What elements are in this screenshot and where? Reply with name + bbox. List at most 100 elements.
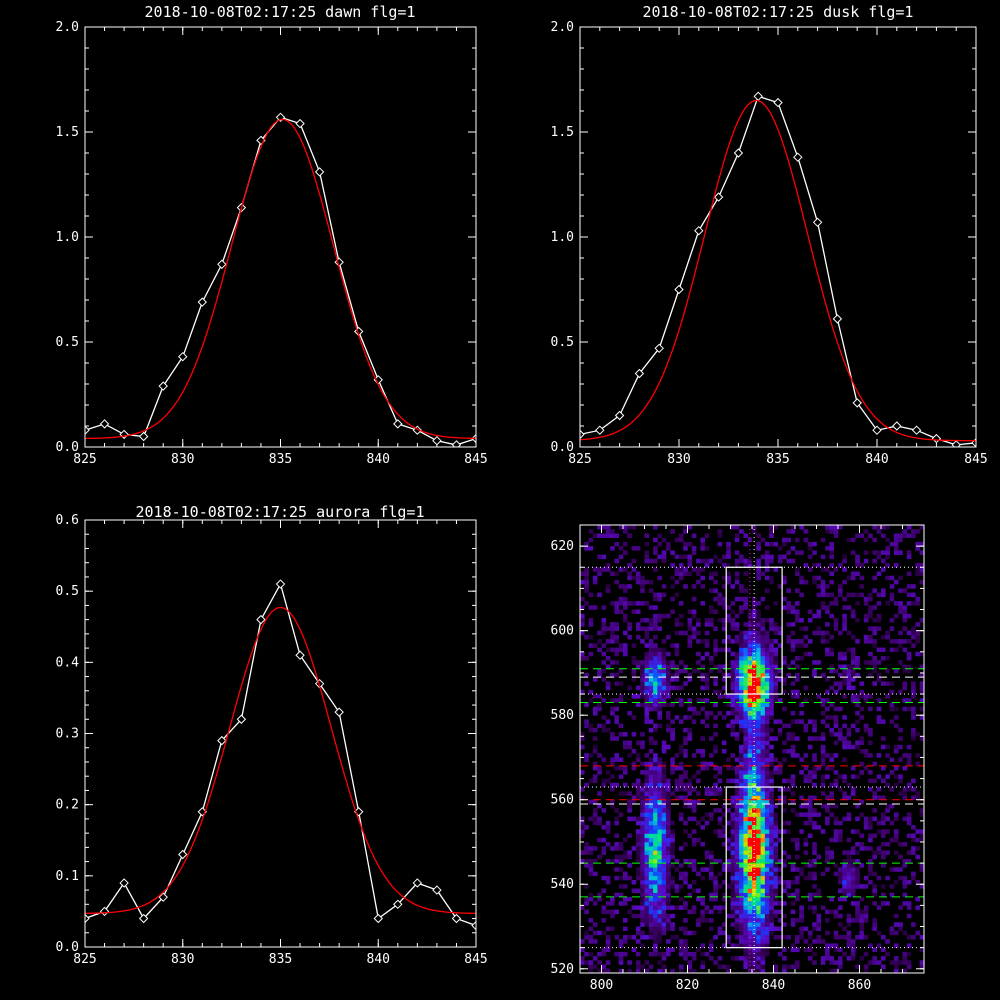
heatmap-cell [790,609,796,614]
heatmap-cell [747,926,753,931]
heatmap-cell [764,892,770,898]
heatmap-cell [885,668,890,674]
heatmap-cell [730,765,736,771]
heatmap-cell [756,694,761,699]
heatmap-cell [902,863,908,868]
heatmap-cell [756,956,761,961]
heatmap-cell [812,736,817,741]
heatmap-cell [829,732,834,737]
heatmap-cell [687,960,693,965]
heatmap-cell [635,626,641,631]
heatmap-cell [764,799,770,805]
heatmap-cell [627,909,632,915]
heatmap-cell [709,863,714,868]
heatmap-cell [846,537,852,543]
heatmap-cell [644,854,650,860]
heatmap-cell [855,660,860,665]
heatmap-cell [850,537,856,543]
heatmap-cell [648,778,654,784]
heatmap-cell [803,765,809,771]
heatmap-cell [653,740,658,745]
heatmap-cell [640,588,645,593]
heatmap-cell [764,681,770,686]
heatmap-cell [863,753,869,758]
heatmap-cell [674,571,680,576]
heatmap-cell [842,816,847,822]
heatmap-cell [919,706,924,712]
heatmap-cell [752,825,757,830]
heatmap-cell [635,837,641,843]
heatmap-cell [739,909,744,915]
heatmap-cell [614,541,619,547]
heatmap-cell [605,681,611,686]
heatmap-cell [709,761,714,767]
heatmap-cell [889,803,895,809]
heatmap-cell [812,774,817,779]
heatmap-cell [661,905,667,910]
heatmap-cell [597,892,602,898]
heatmap-cell [734,829,740,834]
heatmap-cell [820,905,826,910]
heatmap-cell [648,896,654,902]
heatmap-cell [747,816,753,822]
heatmap-cell [610,529,615,534]
heatmap-cell [859,863,865,868]
heatmap-cell [726,647,731,653]
heatmap-cell [782,706,787,712]
heatmap-cell [739,892,744,898]
heatmap-cell [769,622,774,627]
heatmap-cell [769,791,774,796]
heatmap-cell [618,901,624,906]
heatmap-cell [769,541,774,547]
heatmap-cell [730,956,736,961]
heatmap-cell [799,829,804,834]
heatmap-cell [726,672,731,678]
heatmap-cell [580,651,585,657]
heatmap-cell [588,605,594,610]
heatmap-cell [623,567,628,572]
heatmap-cell [661,896,667,902]
heatmap-cell [644,618,650,623]
heatmap-cell [653,782,658,788]
heatmap-cell [911,922,916,927]
heatmap-cell [644,651,650,657]
heatmap-cell [648,820,654,826]
heatmap-cell [833,909,839,915]
heatmap-cell [653,622,658,627]
heatmap-cell [618,546,624,551]
heatmap-cell [881,592,886,598]
heatmap-cell [739,871,744,877]
heatmap-cell [756,930,761,936]
heatmap-cell [807,736,813,741]
heatmap-cell [773,896,779,902]
heatmap-cell [795,672,800,678]
heatmap-cell [687,541,693,547]
heatmap-cell [816,575,822,581]
heatmap-cell [756,943,761,948]
heatmap-cell [601,533,607,538]
heatmap-cell [863,935,869,940]
dusk-data-point [812,217,823,228]
heatmap-cell [807,820,813,826]
heatmap-cell [648,660,654,665]
heatmap-cell [773,694,779,699]
heatmap-cell [876,554,882,560]
heatmap-cell [850,787,856,792]
heatmap-cell [825,943,830,948]
heatmap-cell [790,778,796,784]
heatmap-cell [747,689,753,695]
heatmap-cell [739,880,744,885]
heatmap-cell [893,943,899,948]
heatmap-cell [752,816,757,822]
heatmap-cell [597,837,602,843]
heatmap-cell [678,660,684,665]
heatmap-cell [747,922,753,927]
heatmap-cell [648,643,654,648]
heatmap-cell [855,816,860,822]
heatmap-cell [915,880,920,885]
heatmap-cell [855,935,860,940]
heatmap-cell [881,558,886,564]
heatmap-cell [601,630,607,636]
heatmap-cell [825,803,830,809]
heatmap-cell [816,918,822,923]
